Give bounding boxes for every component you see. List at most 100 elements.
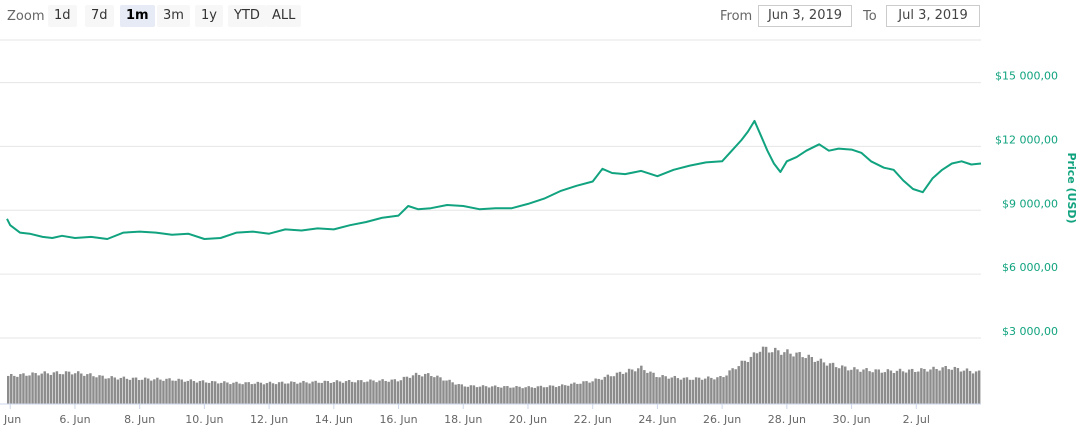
volume-bar [734,369,737,404]
volume-bar [220,382,223,404]
volume-bar [92,376,95,404]
volume-bar [862,369,865,404]
x-tick-label: 18. Jun [444,413,482,426]
volume-bar [308,383,311,404]
zoom-7d-button[interactable]: 7d [85,5,114,27]
volume-bar [13,375,16,404]
volume-bar [597,378,600,404]
volume-bar [265,383,269,404]
volume-bar [168,378,171,404]
volume-bar [183,381,186,404]
volume-bar [865,368,868,404]
volume-bar [938,370,941,404]
volume-bar [770,352,774,404]
x-tick-label: 30. Jun [832,413,870,426]
zoom-all-button[interactable]: ALL [266,5,302,27]
volume-bar [430,376,433,404]
volume-bar [290,381,293,404]
volume-bar [962,370,966,404]
from-date-input[interactable]: Jun 3, 2019 [758,5,852,27]
zoom-1d-button[interactable]: 1d [48,5,77,27]
volume-bar [673,375,677,404]
volume-bar [396,381,400,404]
volume-bar [98,375,101,404]
volume-bar [761,346,765,404]
volume-bar [329,382,333,404]
volume-bar [235,381,238,404]
volume-bar [871,372,874,404]
volume-bar [137,380,141,404]
volume-bar [134,377,138,404]
volume-bar [494,385,497,404]
volume-bar [372,380,375,404]
volume-bar [25,375,28,404]
volume-bar [624,372,628,404]
volume-bar [956,368,960,404]
volume-bar [910,368,914,404]
volume-bar [694,377,698,404]
volume-bar [932,366,935,404]
zoom-1y-button[interactable]: 1y [195,5,223,27]
to-date-input[interactable]: Jul 3, 2019 [886,5,980,27]
volume-bar [609,376,613,404]
volume-bar [917,371,920,404]
volume-bar [7,375,10,404]
volume-bar [490,386,494,404]
x-tick-label: 10. Jun [185,413,223,426]
volume-bar [131,377,135,404]
volume-bar [417,374,421,404]
volume-bar [192,381,196,404]
volume-bar [840,365,844,404]
volume-bar [454,384,457,404]
volume-bar [755,353,759,404]
y-axis: $3 000,00 $6 000,00 $9 000,00 $12 000,00 $15… [995,70,1058,338]
volume-bar [125,378,129,404]
to-label: To [863,9,877,24]
volume-bar [758,351,762,404]
volume-bar [150,380,153,404]
volume-bar [262,384,266,404]
volume-bar [521,388,524,404]
volume-bar [229,384,232,404]
volume-bar [728,370,731,404]
volume-bar [311,381,314,404]
volume-bar [923,368,926,404]
volume-bar [947,369,950,404]
volume-bar [725,375,728,404]
volume-bar [320,382,323,404]
volume-bar [929,369,932,404]
volume-bar [977,370,981,404]
volume-bar [646,372,649,404]
volume-bar [116,379,120,404]
zoom-ytd-button[interactable]: YTD [228,5,266,27]
volume-bar [347,379,351,404]
volume-bar [564,385,567,404]
volume-bar [277,382,281,404]
volume-bar [436,375,439,404]
price-line [6,119,982,240]
volume-bar [847,370,850,404]
volume-bar [813,361,817,404]
zoom-1m-button[interactable]: 1m [120,5,155,27]
volume-bar [670,377,673,404]
volume-bar [579,383,582,404]
volume-bar [119,377,123,404]
volume-bar [287,383,290,404]
volume-bar [600,379,603,404]
volume-bar [338,381,342,404]
volume-bar [414,372,418,404]
zoom-3m-button[interactable]: 3m [157,5,190,27]
volume-bar [451,382,454,404]
volume-bar [198,380,202,404]
volume-bar [43,371,46,404]
volume-bar [844,366,847,404]
volume-bar [442,380,445,404]
volume-bar [700,379,704,404]
volume-bar [658,377,661,404]
volume-bar [475,387,479,404]
volume-bar [384,380,387,404]
volume-bar [780,354,783,404]
volume-bar [731,368,734,404]
volume-bar [153,379,156,404]
volume-bar [743,360,747,404]
